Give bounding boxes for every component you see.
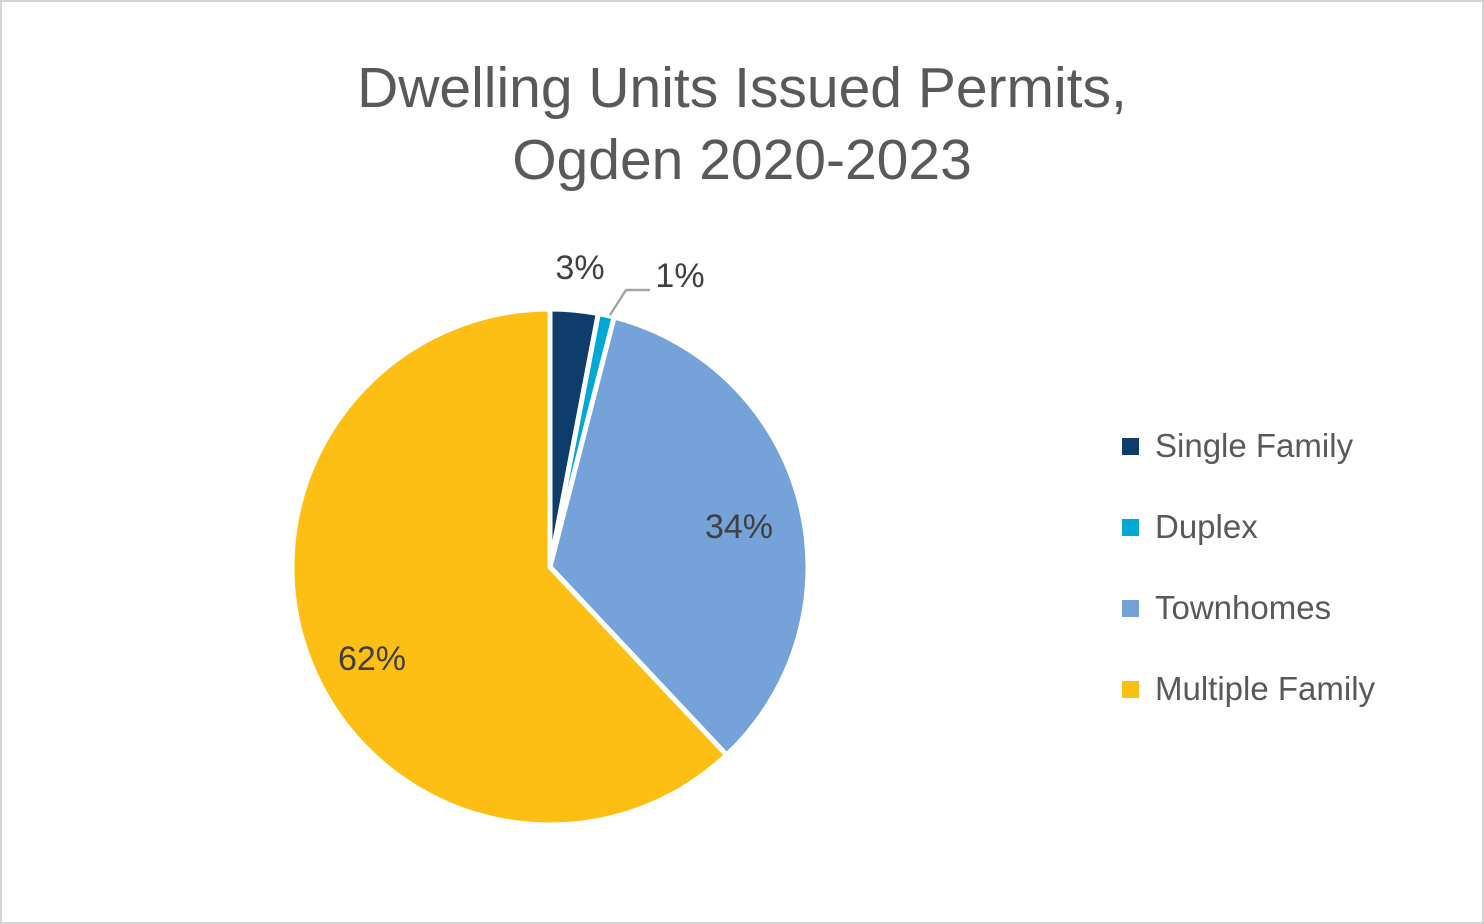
legend-swatch-single-family-icon: [1122, 437, 1139, 455]
legend-swatch-townhomes-icon: [1122, 599, 1139, 617]
legend-label-multiple-family: Multiple Family: [1155, 670, 1376, 707]
chart-title: Dwelling Units Issued Permits, Ogden 202…: [2, 52, 1482, 196]
legend-item-duplex: Duplex: [1122, 507, 1462, 547]
legend-item-single-family: Single Family: [1122, 426, 1462, 466]
data-label-duplex: 1%: [655, 257, 704, 295]
data-label-townhomes: 34%: [705, 508, 773, 546]
pie-slice-townhomes: [547, 314, 811, 759]
legend-item-townhomes: Townhomes: [1122, 588, 1462, 628]
chart-title-line2: Ogden 2020-2023: [512, 128, 972, 192]
data-label-multiple-family: 62%: [338, 640, 406, 678]
legend-label-duplex: Duplex: [1155, 508, 1258, 545]
legend-label-single-family: Single Family: [1155, 427, 1354, 464]
chart-title-line1: Dwelling Units Issued Permits,: [357, 56, 1127, 120]
legend-swatch-duplex-icon: [1122, 518, 1139, 536]
pie-slice-multiple-family: [289, 306, 731, 828]
legend-swatch-multiple-family-icon: [1122, 680, 1139, 698]
legend-item-multiple-family: Multiple Family: [1122, 669, 1462, 709]
legend: Single Family Duplex Townhomes Multiple …: [1122, 426, 1462, 750]
data-label-single-family: 3%: [555, 249, 604, 287]
legend-label-townhomes: Townhomes: [1155, 589, 1332, 626]
leader-line-duplex: [608, 288, 650, 316]
